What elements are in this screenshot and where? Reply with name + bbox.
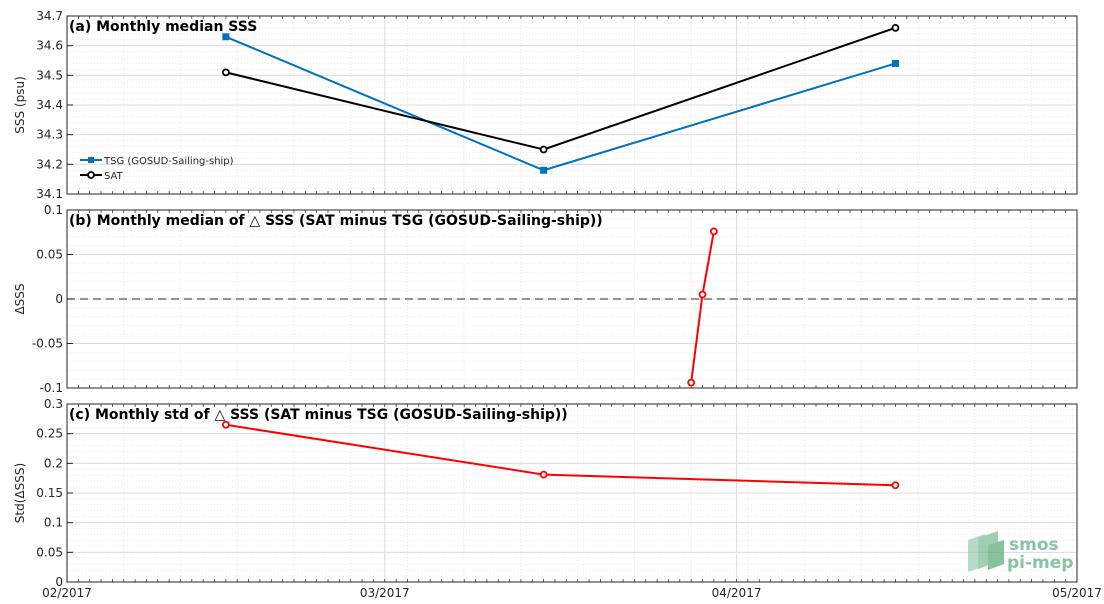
x-tick-label: 02/2017 (42, 586, 92, 600)
y-axis-label: ΔSSS (13, 283, 27, 314)
y-tick-label: 0.2 (44, 456, 63, 470)
panel-a: 34.1 34.2 34.3 34.4 34.5 34.6 34.7 SSS (psu) (a)… (13, 9, 1078, 201)
legend: TSG (GOSUD-Sailing-ship) SAT (80, 156, 234, 182)
x-tick-label: 05/2017 (1052, 586, 1102, 600)
panel-c: 0 0.05 0.1 0.15 0.2 0.25 0.3 Std(ΔSSS) 02/2017 03… (13, 397, 1102, 600)
y-tick-label: 34.1 (36, 187, 63, 201)
y-tick-label: 0.1 (44, 516, 63, 530)
data-point (221, 420, 230, 429)
y-tick-label: 34.4 (36, 98, 63, 112)
data-point (891, 59, 899, 67)
y-tick-label: 34.5 (36, 68, 63, 82)
smos-pi-mep-logo-icon (968, 531, 1004, 572)
x-tick-label: 04/2017 (712, 586, 762, 600)
legend-label: SAT (104, 171, 124, 182)
y-tick-label: 0.05 (36, 248, 63, 262)
data-point (221, 68, 230, 77)
legend-marker (88, 157, 94, 163)
y-tick-label: -0.1 (40, 381, 63, 395)
data-point (539, 145, 548, 154)
y-axis-label: Std(ΔSSS) (13, 463, 27, 523)
panel-title: (c) Monthly std of △ SSS (SAT minus TSG … (69, 407, 568, 423)
x-tick-label: 03/2017 (360, 586, 410, 600)
y-tick-label: 34.2 (36, 157, 63, 171)
y-tick-label: 34.6 (36, 39, 63, 53)
legend-label: TSG (GOSUD-Sailing-ship) (103, 156, 234, 167)
data-point (891, 481, 900, 490)
y-tick-label: -0.05 (32, 337, 63, 351)
y-tick-label: 0 (55, 292, 63, 306)
panel-b: -0.1 -0.05 0 0.05 0.1 ΔSSS (b) Monthly median … (13, 203, 1078, 395)
data-point (539, 470, 548, 479)
data-point (687, 378, 696, 387)
y-tick-label: 0.15 (36, 486, 63, 500)
y-tick-label: 0 (55, 575, 63, 589)
y-tick-label: 34.3 (36, 128, 63, 142)
data-point (698, 290, 707, 299)
panel-title: (b) Monthly median of △ SSS (SAT minus T… (69, 213, 603, 229)
logo-text-pi-mep: pi-mep (1007, 553, 1073, 573)
data-point (540, 166, 548, 174)
y-tick-label: 0.05 (36, 545, 63, 559)
y-tick-label: 0.3 (44, 397, 63, 411)
y-axis-label: SSS (psu) (13, 76, 27, 134)
logo-text-smos: smos (1009, 535, 1059, 555)
data-point (709, 227, 718, 236)
legend-marker (87, 171, 95, 179)
panel-title: (a) Monthly median SSS (69, 19, 257, 35)
y-tick-label: 0.1 (44, 203, 63, 217)
y-tick-label: 0.25 (36, 427, 63, 441)
data-point (222, 33, 230, 41)
y-tick-label: 34.7 (36, 9, 63, 23)
data-point (891, 23, 900, 32)
